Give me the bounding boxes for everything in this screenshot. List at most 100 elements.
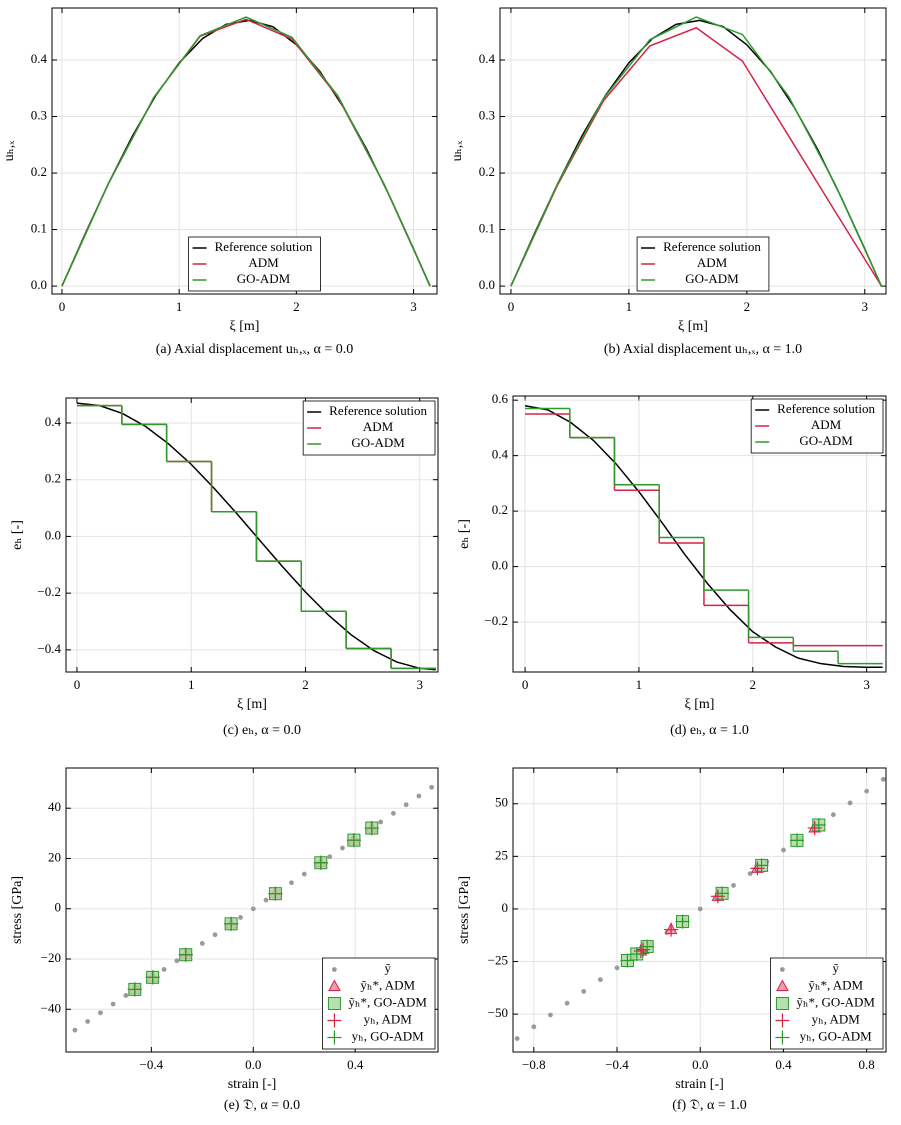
x-tick-label: 0	[74, 677, 81, 692]
plus-marker	[313, 855, 328, 870]
plot-area	[524, 404, 883, 669]
y-tick-label: −0.2	[484, 613, 508, 628]
legend-label: ỹₕ*, GO-ADM	[796, 994, 875, 1009]
x-tick-label: 1	[188, 677, 195, 692]
plot-frame	[65, 767, 439, 1053]
point	[340, 845, 345, 851]
x-tick-label: 2	[293, 299, 300, 314]
legend-marker	[775, 997, 789, 1010]
plus-marker	[145, 970, 160, 985]
y-tick-label: 0.6	[492, 391, 509, 406]
caption: (f) 𝔇, α = 1.0	[672, 1098, 747, 1113]
point	[327, 854, 333, 860]
y-tick-label: 40	[48, 799, 61, 814]
y-axis-label: stress [GPa]	[10, 876, 25, 944]
y-tick-label: 0.0	[31, 277, 47, 292]
legend-frame	[322, 957, 436, 1050]
legend-label: ỹₕ*, ADM	[808, 977, 863, 992]
point	[847, 800, 853, 806]
y-tick-label: 0.3	[31, 108, 47, 123]
y-tick-label: 20	[48, 849, 61, 864]
y-tick-label: 0.3	[479, 108, 495, 123]
point	[174, 958, 180, 964]
x-tick-label: 0.4	[347, 1057, 364, 1072]
legend-frame	[750, 398, 884, 454]
y-axis-label: uₕ,ₓ	[2, 140, 17, 162]
plus-marker	[224, 916, 239, 931]
legend-label: ADM	[363, 419, 394, 434]
y-tick-label: −25	[488, 953, 508, 968]
legend-label: ỹₕ*, ADM	[360, 977, 415, 992]
point	[514, 1036, 520, 1041]
panel: 0 1 2 3 −0.2 0.0 0.2 0.4 0.6 ξ [m] eₕ [-] (d) eₕ, α…	[457, 391, 887, 738]
x-tick-label: 2	[750, 677, 757, 692]
x-tick-label: 0.4	[775, 1057, 792, 1072]
y-tick-label: 50	[495, 795, 508, 810]
series-line	[61, 16, 431, 287]
point	[416, 793, 422, 799]
legend-marker	[327, 1030, 342, 1045]
point	[403, 802, 409, 808]
panel: −0.4 0.0 0.4 −40 −20 0 20 40 strain [-] stress [G…	[10, 767, 439, 1113]
x-tick-label: 0	[522, 677, 529, 692]
legend-label: ỹ	[384, 960, 391, 975]
x-tick-label: 0	[508, 299, 515, 314]
y-tick-label: −40	[41, 1000, 61, 1015]
x-tick-label: 3	[863, 677, 870, 692]
point	[781, 847, 786, 853]
y-tick-label: 0.2	[492, 502, 508, 517]
legend-label: yₕ, ADM	[812, 1011, 861, 1026]
legend-label: ADM	[248, 255, 279, 270]
plus-marker	[811, 818, 826, 833]
point	[548, 1012, 553, 1018]
series-line	[510, 16, 883, 287]
x-tick-label: −0.8	[522, 1057, 546, 1072]
x-tick-label: 0	[59, 299, 66, 314]
series-line	[524, 404, 883, 669]
y-axis-label: stress [GPa]	[457, 876, 472, 944]
plus-marker	[675, 914, 690, 929]
y-tick-label: −50	[488, 1005, 508, 1020]
legend-frame	[302, 400, 436, 456]
point	[110, 1001, 116, 1007]
legend-marker	[780, 967, 785, 972]
caption: (d) eₕ, α = 1.0	[670, 723, 749, 738]
plus-marker	[620, 953, 635, 968]
legend-marker	[775, 1030, 790, 1045]
y-tick-label: 0	[502, 900, 509, 915]
y-tick-label: 0.4	[479, 51, 496, 66]
point	[531, 1024, 537, 1030]
legend-marker	[328, 979, 341, 991]
y-tick-label: −0.2	[37, 584, 61, 599]
legend-label: GO-ADM	[351, 435, 405, 450]
caption: (a) Axial displacement uₕ,ₓ, α = 0.0	[156, 342, 354, 357]
x-tick-label: 0.0	[245, 1057, 261, 1072]
legend-label: ỹₕ*, GO-ADM	[348, 994, 427, 1009]
plus-marker	[268, 886, 283, 901]
point	[97, 1010, 103, 1016]
plus-marker	[715, 886, 730, 901]
plus-marker	[364, 821, 379, 836]
x-tick-label: 0.8	[859, 1057, 875, 1072]
legend: ỹ ỹₕ*, ADM ỹₕ*, GO-ADM yₕ, ADM yₕ, GO-ADM	[770, 957, 884, 1050]
y-tick-label: 0	[55, 900, 62, 915]
legend-label: ADM	[697, 255, 728, 270]
y-tick-label: 25	[495, 847, 508, 862]
legend-label: Reference solution	[329, 403, 427, 418]
point	[391, 810, 396, 816]
caption: (b) Axial displacement uₕ,ₓ, α = 1.0	[604, 342, 802, 357]
point	[161, 967, 167, 972]
point	[429, 784, 435, 790]
y-tick-label: −20	[41, 950, 61, 965]
legend-label: yₕ, ADM	[364, 1011, 413, 1026]
y-tick-label: 0.4	[45, 414, 62, 429]
caption: (e) 𝔇, α = 0.0	[224, 1098, 300, 1113]
plus-marker	[640, 939, 655, 954]
point	[731, 882, 736, 888]
x-tick-label: 3	[862, 299, 869, 314]
y-tick-label: 0.2	[479, 164, 495, 179]
legend-label: GO-ADM	[237, 271, 291, 286]
series-line	[76, 402, 436, 671]
